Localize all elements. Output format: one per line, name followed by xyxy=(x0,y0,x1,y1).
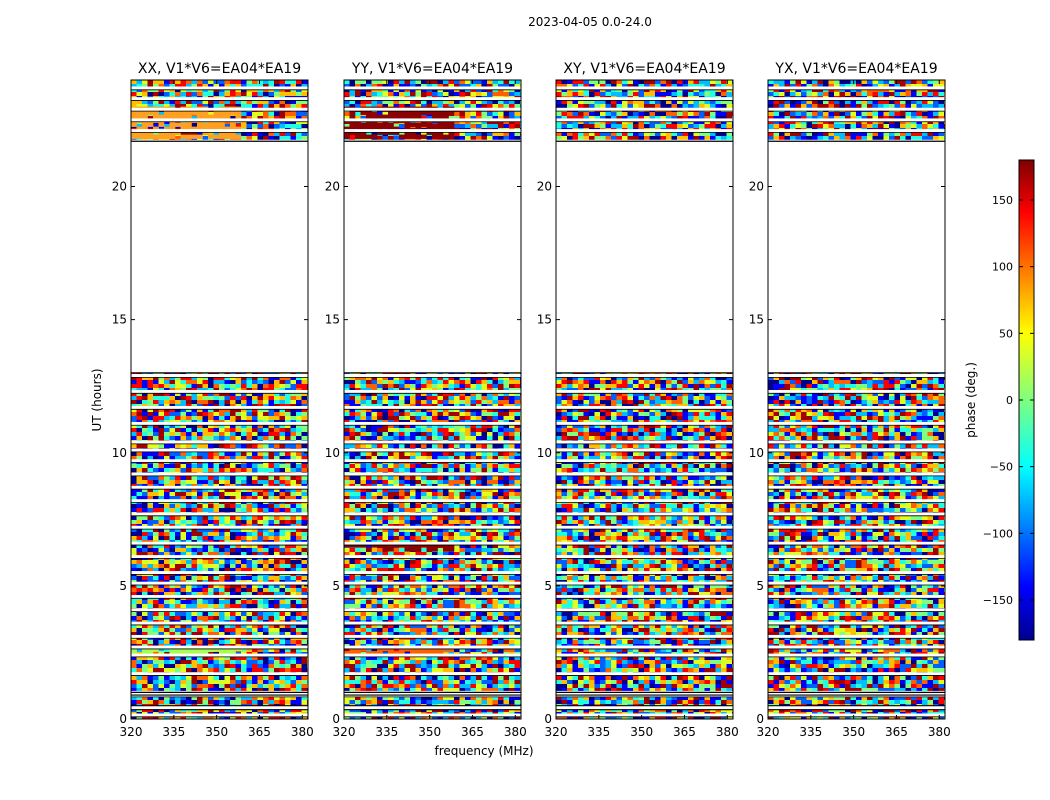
colorbar-tick-label: 150 xyxy=(992,194,1013,207)
panel-frame xyxy=(767,79,946,720)
y-tick-label: 20 xyxy=(112,180,127,194)
colorbar-tick-label: −50 xyxy=(990,461,1013,474)
x-tick-label: 380 xyxy=(291,725,314,739)
x-tick-label: 350 xyxy=(205,725,228,739)
y-tick-label: 15 xyxy=(112,313,127,327)
figure-suptitle: 2023-04-05 0.0-24.0 xyxy=(528,15,652,29)
y-tick-label: 15 xyxy=(325,313,340,327)
y-tick-label: 10 xyxy=(112,446,127,460)
x-tick-label: 365 xyxy=(673,725,696,739)
colorbar-tick-label: 100 xyxy=(992,261,1013,274)
panel-frame xyxy=(555,79,734,720)
y-tick-label: 10 xyxy=(537,446,552,460)
x-tick-label: 365 xyxy=(461,725,484,739)
x-tick-label: 320 xyxy=(545,725,568,739)
colorbar-tick-label: 0 xyxy=(1006,394,1013,407)
phase-field xyxy=(768,80,945,719)
x-tick-label: 320 xyxy=(333,725,356,739)
y-tick-label: 20 xyxy=(325,180,340,194)
phase-field xyxy=(131,80,308,719)
colorbar-ticks: 150 100 50 0 −50 −100 −150 xyxy=(983,194,1034,607)
x-tick-label: 365 xyxy=(885,725,908,739)
x-tick-label: 350 xyxy=(630,725,653,739)
x-axis-label: frequency (MHz) xyxy=(434,744,533,758)
x-tick-label: 320 xyxy=(120,725,143,739)
x-tick-label: 335 xyxy=(162,725,185,739)
y-tick-label: 15 xyxy=(749,313,764,327)
y-tick-label: 10 xyxy=(325,446,340,460)
panels: XX, V1*V6=EA04*EA19 320 335 350 365 380 0 5 10 15… xyxy=(112,61,951,739)
x-tick-label: 335 xyxy=(375,725,398,739)
y-tick-label: 0 xyxy=(332,712,340,726)
x-tick-label: 335 xyxy=(587,725,610,739)
x-tick-label: 380 xyxy=(504,725,527,739)
y-tick-label: 20 xyxy=(749,180,764,194)
x-tick-label: 380 xyxy=(928,725,951,739)
x-tick-label: 350 xyxy=(842,725,865,739)
panel-title: YX, V1*V6=EA04*EA19 xyxy=(774,61,937,77)
panel-1: XX, V1*V6=EA04*EA19 320 335 350 365 380 0 5 10 15… xyxy=(112,61,314,739)
y-tick-label: 5 xyxy=(332,579,340,593)
panel-3: XY, V1*V6=EA04*EA19 320 335 350 365 380 0 5 10 15… xyxy=(537,61,739,739)
panel-2: YY, V1*V6=EA04*EA19 320 335 350 365 380 0 5 10 15… xyxy=(325,61,527,739)
colorbar-tick-label: 50 xyxy=(999,327,1013,340)
panel-4: YX, V1*V6=EA04*EA19 320 335 350 365 380 0 5 10 15… xyxy=(749,61,951,739)
panel-title: YY, V1*V6=EA04*EA19 xyxy=(351,61,513,77)
x-tick-label: 350 xyxy=(418,725,441,739)
x-tick-label: 320 xyxy=(757,725,780,739)
y-tick-label: 0 xyxy=(119,712,127,726)
y-tick-label: 5 xyxy=(119,579,127,593)
y-tick-label: 15 xyxy=(537,313,552,327)
x-tick-label: 380 xyxy=(716,725,739,739)
panel-title: XX, V1*V6=EA04*EA19 xyxy=(138,61,301,77)
panel-title: XY, V1*V6=EA04*EA19 xyxy=(563,61,725,77)
x-tick-label: 335 xyxy=(799,725,822,739)
colorbar: 150 100 50 0 −50 −100 −150 phase (deg.) xyxy=(964,159,1035,641)
y-tick-label: 20 xyxy=(537,180,552,194)
y-axis-label: UT (hours) xyxy=(90,368,104,431)
y-tick-label: 5 xyxy=(544,579,552,593)
y-tick-label: 0 xyxy=(756,712,764,726)
panel-frame xyxy=(343,79,522,720)
colorbar-tick-label: −150 xyxy=(983,594,1013,607)
y-tick-label: 0 xyxy=(544,712,552,726)
phase-field xyxy=(344,80,521,719)
phase-field xyxy=(556,80,733,719)
colorbar-label: phase (deg.) xyxy=(964,362,978,438)
panel-frame xyxy=(130,79,309,720)
x-tick-label: 365 xyxy=(248,725,271,739)
y-tick-label: 5 xyxy=(756,579,764,593)
colorbar-tick-label: −100 xyxy=(983,527,1013,540)
y-tick-label: 10 xyxy=(749,446,764,460)
